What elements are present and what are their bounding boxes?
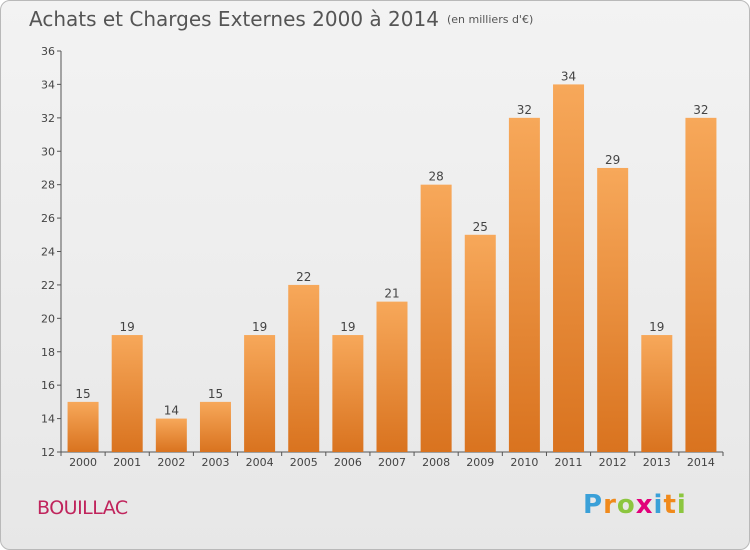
bar-2012 [597,167,629,453]
y-tick-label: 24 [41,246,55,259]
x-tick-label: 2009 [466,456,494,469]
data-label-2008: 28 [428,170,443,184]
x-tick-label: 2000 [69,456,97,469]
y-tick-label: 12 [41,446,55,459]
x-tick-label: 2003 [201,456,229,469]
x-tick-label: 2006 [334,456,362,469]
x-tick-label: 2011 [555,456,583,469]
data-label-2001: 19 [120,320,135,334]
chart-unit-label: (en milliers d'€) [446,13,534,26]
data-label-2003: 15 [208,387,223,401]
y-tick-label: 28 [41,179,55,192]
y-tick-label: 14 [41,413,55,426]
chart-axes: 12 14 16 18 20 22 24 26 28 30 32 34 36 2000 2001 2002 20… [41,45,724,469]
y-tick-label: 22 [41,279,55,292]
bar-2004 [244,335,276,452]
y-tick-label: 34 [41,78,55,91]
data-label-2009: 25 [473,220,488,234]
x-tick-label: 2002 [157,456,185,469]
bar-2010 [508,117,540,452]
chart-title: Achats et Charges Externes 2000 à 2014 (e… [29,7,533,31]
data-label-2000: 15 [75,387,90,401]
y-tick-label: 20 [41,312,55,325]
y-tick-label: 26 [41,212,55,225]
bar-2011 [553,84,585,453]
bar-2007 [376,301,408,452]
bar-2000 [67,401,99,452]
x-tick-label: 2001 [113,456,141,469]
chart-bars [67,84,717,453]
data-label-2014: 32 [693,103,708,117]
data-label-2007: 21 [384,287,399,301]
bar-2003 [199,401,231,452]
bar-2014 [685,117,717,452]
chart-title-text: Achats et Charges Externes 2000 à 2014 [29,7,439,31]
proxiti-logo: Proxiti [583,490,687,520]
data-label-2010: 32 [517,103,532,117]
data-label-2006: 19 [340,320,355,334]
bar-2005 [288,284,320,452]
x-tick-label: 2007 [378,456,406,469]
chart-data-labels: 15 19 14 15 19 22 19 21 28 25 32 34 29 19 32 [75,69,708,417]
data-label-2002: 14 [164,404,179,418]
x-tick-label: 2012 [599,456,627,469]
x-tick-label: 2008 [422,456,450,469]
bar-2013 [641,335,673,452]
bar-2008 [420,184,452,452]
y-tick-label: 36 [41,45,55,58]
bar-2009 [464,234,496,452]
data-label-2005: 22 [296,270,311,284]
place-name: BOUILLAC [37,497,128,519]
x-tick-label: 2013 [643,456,671,469]
x-tick-label: 2014 [687,456,715,469]
data-label-2004: 19 [252,320,267,334]
data-label-2012: 29 [605,153,620,167]
y-tick-label: 16 [41,379,55,392]
x-tick-label: 2005 [290,456,318,469]
data-label-2011: 34 [561,69,576,83]
y-tick-label: 32 [41,112,55,125]
bar-2006 [332,335,364,452]
y-tick-label: 30 [41,145,55,158]
x-tick-label: 2004 [246,456,274,469]
x-tick-label: 2010 [510,456,538,469]
y-tick-label: 18 [41,346,55,359]
bar-2001 [111,335,143,452]
bar-2002 [155,418,187,452]
data-label-2013: 19 [649,320,664,334]
